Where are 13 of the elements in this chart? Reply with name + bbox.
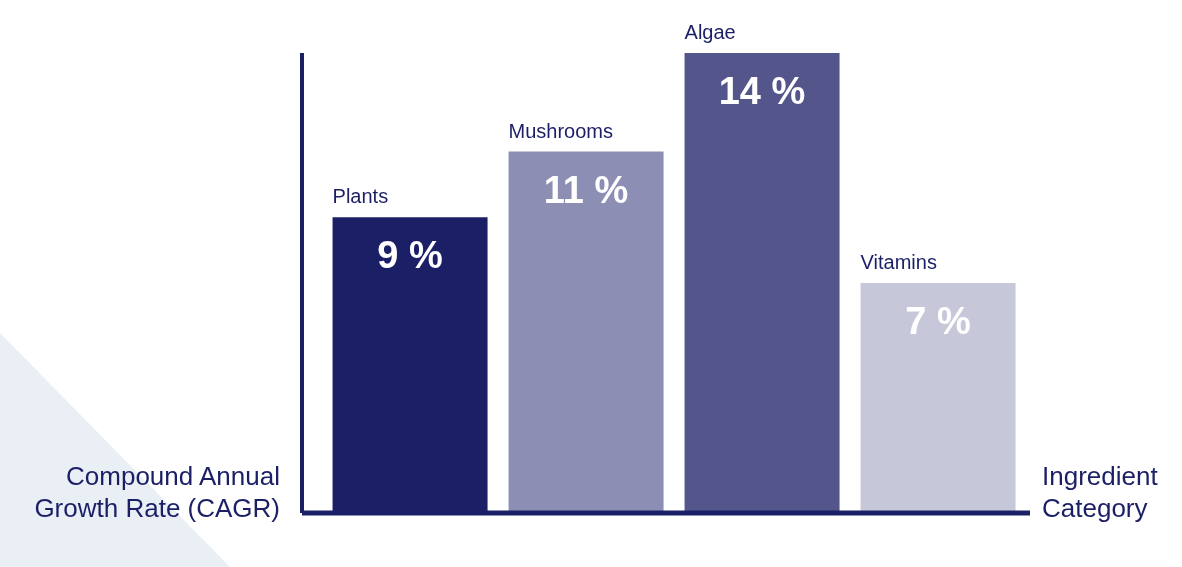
x-axis-title: Ingredient Category — [1042, 460, 1159, 524]
bar — [684, 53, 840, 513]
y-axis-title: Compound Annual Growth Rate (CAGR) — [33, 460, 280, 524]
bar — [860, 283, 1016, 513]
x-tick-label: Algae — [684, 21, 736, 43]
x-tick-label: Vitamins — [860, 251, 937, 273]
data-label: 9 % — [377, 234, 443, 277]
data-label: 14 % — [718, 69, 806, 112]
x-tick-label: Plants — [332, 185, 389, 208]
data-label: 11 % — [543, 168, 629, 211]
data-label: 7 % — [905, 299, 971, 342]
x-tick-label: Mushrooms — [508, 119, 614, 142]
bar — [508, 151, 664, 513]
